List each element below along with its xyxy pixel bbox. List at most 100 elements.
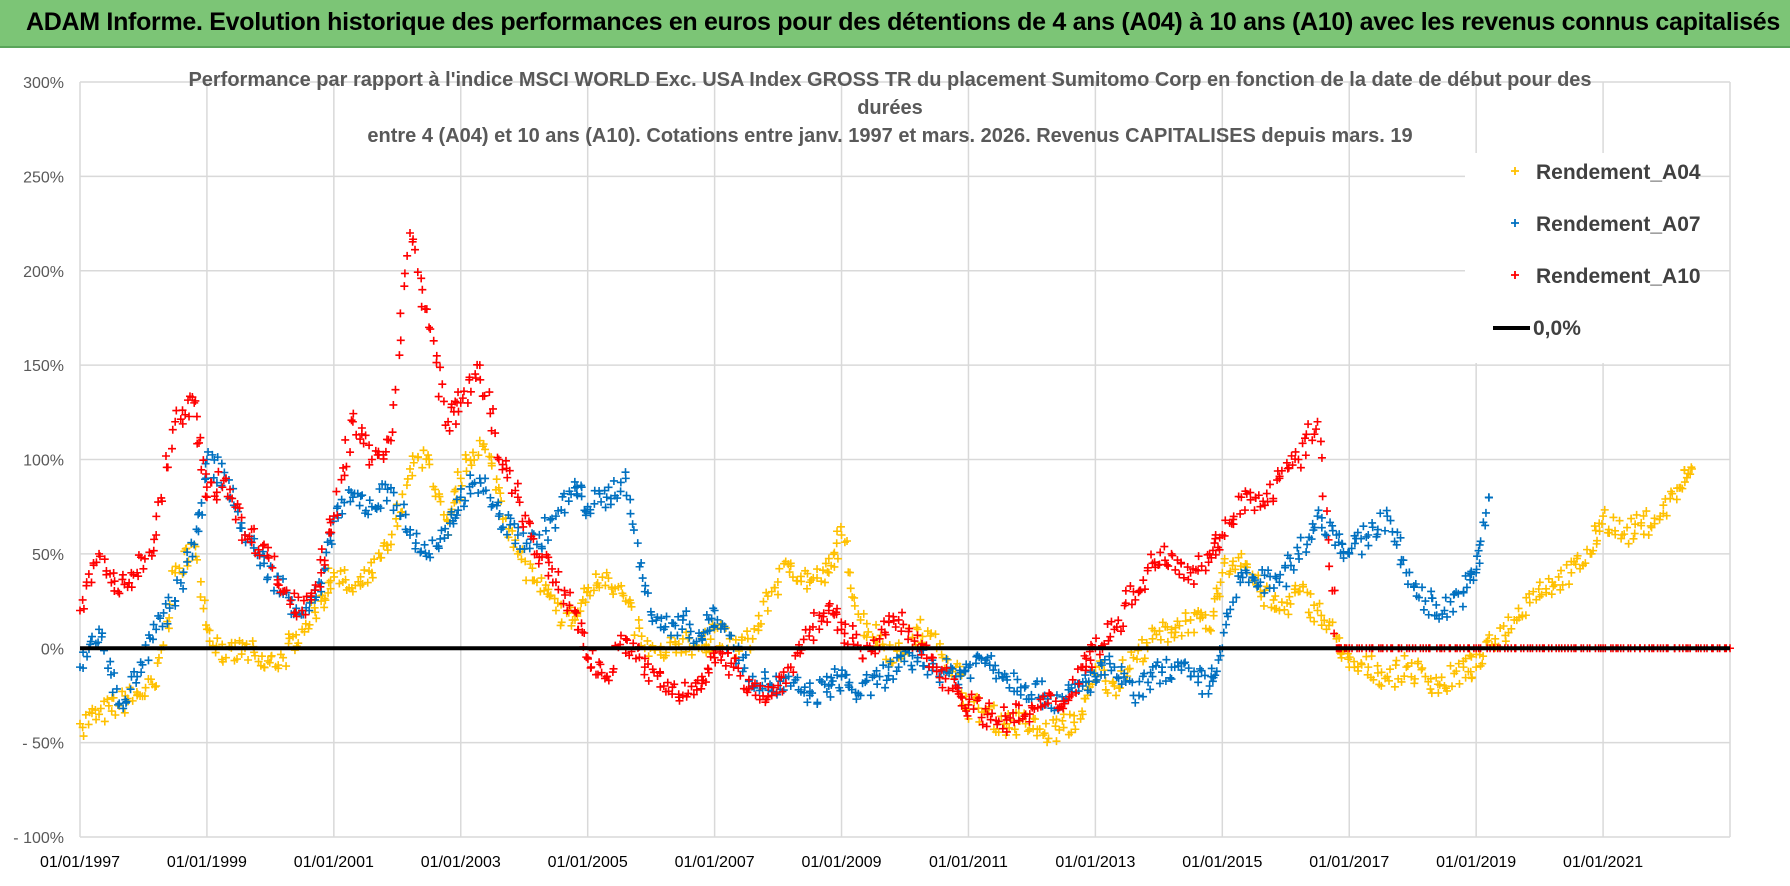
scatter-mark [931,630,940,639]
scatter-mark [583,654,592,663]
scatter-mark [525,519,534,528]
scatter-mark [932,667,941,676]
scatter-mark [1067,728,1076,737]
scatter-mark [772,689,781,698]
scatter-mark [850,593,859,602]
scatter-mark [411,245,420,254]
scatter-mark [452,496,461,505]
scatter-mark [892,667,901,676]
scatter-mark [743,627,752,636]
scatter-mark [178,569,187,578]
scatter-mark [1260,588,1269,597]
scatter-mark [265,658,274,667]
scatter-mark [574,625,583,634]
scatter-mark [432,351,441,360]
scatter-mark [88,632,97,641]
scatter-mark [1181,617,1190,626]
scatter-mark [202,483,211,492]
chart-title-line-1: Performance par rapport à l'indice MSCI … [188,69,1591,91]
scatter-mark [1525,598,1534,607]
scatter-mark [1557,566,1565,575]
scatter-mark [721,623,730,632]
data-point [1205,682,1214,690]
scatter-mark [1565,580,1574,589]
scatter-mark [299,596,308,605]
scatter-mark [1581,559,1590,568]
scatter-mark [154,653,163,662]
scatter-mark [633,539,642,548]
data-point [494,455,503,464]
scatter-mark [1644,530,1653,539]
scatter-mark [279,574,288,583]
scatter-mark [284,630,293,639]
scatter-mark [535,530,544,539]
scatter-mark [1562,560,1571,569]
scatter-mark [129,570,138,579]
scatter-mark [1617,534,1626,543]
scatter-mark [1117,627,1126,636]
scatter-mark [881,630,890,639]
scatter-mark [87,578,96,587]
scatter-mark [112,684,121,693]
scatter-mark [1609,513,1618,522]
scatter-mark [1164,562,1173,571]
scatter-mark [126,685,135,694]
scatter-mark [418,285,427,294]
scatter-mark [466,471,475,480]
scatter-mark [945,669,954,678]
scatter-mark [912,623,921,632]
scatter-mark [705,626,714,635]
scatter-mark [1177,666,1186,675]
scatter-mark [686,627,695,636]
legend: Rendement_A04 Rendement_A07 Rendement_A10 0… [1465,153,1701,363]
scatter-mark [1087,663,1096,672]
scatter-mark [389,400,398,409]
scatter-mark [1221,516,1230,525]
scatter-mark [233,507,242,516]
scatter-mark [1229,557,1238,566]
scatter-mark [793,673,802,682]
scatter-mark [838,666,847,675]
scatter-mark [1345,653,1354,662]
scatter-mark [1469,576,1478,585]
scatter-mark [1212,667,1221,676]
scatter-mark [452,398,461,407]
scatter-mark [84,570,93,579]
scatter-mark [1107,666,1116,675]
scatter-mark [341,575,350,584]
scatter-mark [1435,680,1444,689]
data-point [894,663,903,672]
data-point [1313,606,1322,615]
scatter-mark [406,525,415,534]
scatter-mark [701,678,710,687]
scatter-mark [95,552,104,561]
scatter-mark [734,664,743,673]
scatter-mark [1525,589,1534,598]
scatter-mark [571,607,580,616]
scatter-mark [1537,590,1546,599]
data-point [406,229,414,237]
scatter-mark [1623,523,1632,532]
scatter-mark [136,553,145,562]
scatter-mark [498,523,507,532]
scatter-mark [1678,484,1687,493]
scatter-mark [205,637,214,646]
scatter-mark [400,282,409,291]
scatter-mark [1117,680,1126,689]
data-point [1364,531,1373,539]
scatter-mark [537,574,546,583]
scatter-mark [1547,590,1556,599]
scatter-mark [120,708,129,717]
scatter-mark [370,555,379,564]
scatter-mark [146,675,155,684]
scatter-mark [402,481,411,490]
scatter-mark [618,589,627,598]
scatter-mark [1065,710,1074,719]
scatter-mark [1010,725,1019,734]
scatter-mark [316,582,325,591]
scatter-mark [130,667,139,676]
scatter-mark [545,592,554,601]
data-point [1218,568,1227,577]
scatter-mark [218,483,227,492]
scatter-mark [1295,587,1304,596]
